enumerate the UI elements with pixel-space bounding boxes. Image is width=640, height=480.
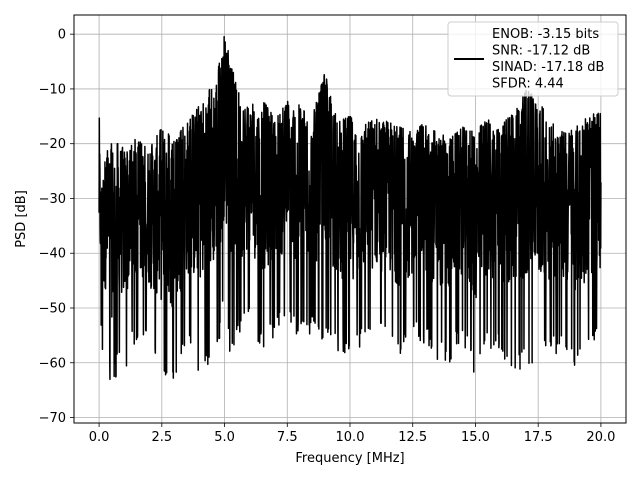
legend-entry-line: SFDR: 4.44 xyxy=(492,77,564,92)
x-tick-label: 20.0 xyxy=(586,430,615,445)
y-tick-label: −10 xyxy=(39,82,66,97)
y-tick-label: −70 xyxy=(39,411,66,426)
y-axis: 0 −10 −20 −30 −40 −50 −60 −70 xyxy=(39,28,74,426)
x-tick-label: 5.0 xyxy=(214,430,235,445)
legend-entry-line: SNR: -17.12 dB xyxy=(492,44,590,59)
x-tick-label: 0.0 xyxy=(89,430,110,445)
y-tick-label: 0 xyxy=(58,28,66,43)
x-axis-label: Frequency [MHz] xyxy=(295,451,404,466)
legend-entry-line: SINAD: -17.18 dB xyxy=(492,60,604,75)
x-tick-label: 2.5 xyxy=(151,430,172,445)
x-tick-label: 12.5 xyxy=(398,430,427,445)
x-tick-label: 15.0 xyxy=(461,430,490,445)
x-axis: 0.0 2.5 5.0 7.5 10.0 12.5 15.0 17.5 20.0 xyxy=(89,423,615,445)
x-tick-label: 10.0 xyxy=(336,430,365,445)
y-axis-label: PSD [dB] xyxy=(14,190,29,248)
y-tick-label: −60 xyxy=(39,356,66,371)
series-layer xyxy=(98,36,602,381)
x-tick-label: 7.5 xyxy=(277,430,298,445)
y-tick-label: −20 xyxy=(39,137,66,152)
y-tick-label: −30 xyxy=(39,192,66,207)
y-tick-label: −40 xyxy=(39,247,66,262)
x-tick-label: 17.5 xyxy=(524,430,553,445)
legend-entry-line: ENOB: -3.15 bits xyxy=(492,27,599,42)
psd-series-line xyxy=(98,36,602,381)
legend-box xyxy=(447,21,619,97)
y-tick-label: −50 xyxy=(39,301,66,316)
